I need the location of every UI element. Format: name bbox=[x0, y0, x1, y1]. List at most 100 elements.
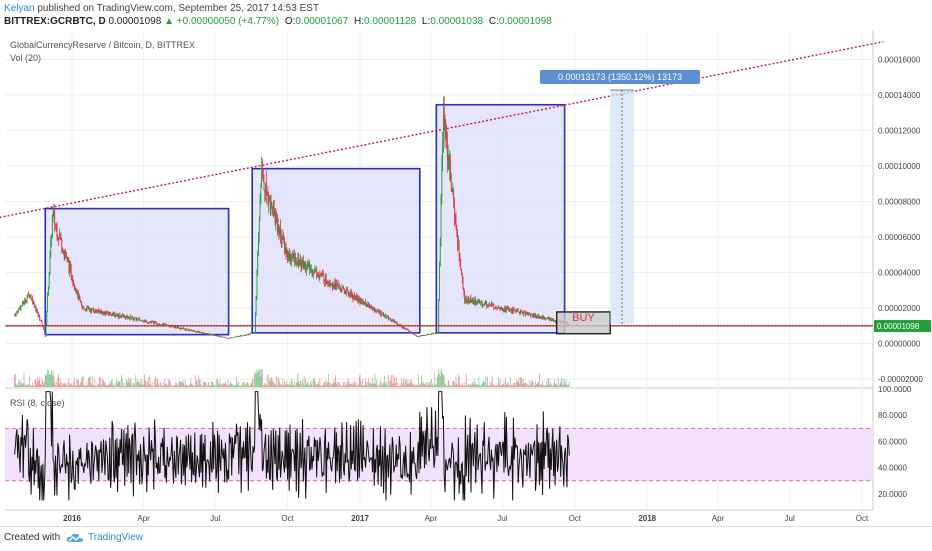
candle-body bbox=[236, 336, 238, 337]
volume-bar bbox=[85, 385, 87, 387]
volume-bar bbox=[561, 378, 562, 387]
candle-body bbox=[408, 330, 410, 332]
candle-body bbox=[474, 299, 476, 303]
chart-area[interactable]: 0.00016000 0.00014000 0.00012000 0.00010000… bbox=[0, 0, 932, 526]
candle-body bbox=[293, 255, 295, 259]
candle-body bbox=[59, 236, 60, 240]
candle-body bbox=[38, 315, 40, 317]
x-tick-label: Jul bbox=[497, 514, 507, 523]
candle-body bbox=[243, 335, 245, 336]
candle-body bbox=[134, 318, 136, 320]
volume-bar bbox=[194, 385, 196, 387]
volume-bar bbox=[94, 379, 96, 387]
candle-body bbox=[518, 311, 520, 313]
volume-bar bbox=[498, 383, 500, 387]
volume-bar bbox=[307, 383, 309, 387]
candle-body bbox=[116, 314, 118, 316]
candle-body bbox=[137, 318, 139, 320]
y-tick-label: 0.00012000 bbox=[878, 126, 921, 135]
candle-body bbox=[112, 312, 114, 315]
volume-bar bbox=[352, 381, 354, 387]
volume-bar bbox=[209, 385, 211, 387]
candle-body bbox=[365, 301, 366, 305]
volume-bar bbox=[338, 381, 340, 387]
symbol-line: BITTREX:GCRBTC, D 0.00001098 ▲ +0.000000… bbox=[4, 16, 552, 27]
volume-bar bbox=[432, 385, 434, 387]
volume-bar bbox=[314, 381, 316, 387]
footer: Created with TradingView bbox=[0, 526, 932, 551]
volume-bar bbox=[558, 385, 560, 387]
candle-body bbox=[297, 257, 299, 264]
tradingview-link[interactable]: TradingView bbox=[88, 532, 144, 543]
volume-bar bbox=[555, 384, 557, 387]
candle-body bbox=[259, 200, 261, 220]
volume-bar bbox=[169, 381, 171, 387]
candle-body bbox=[199, 332, 201, 333]
candle-body bbox=[144, 320, 146, 322]
volume-bar bbox=[431, 378, 433, 387]
candle-body bbox=[277, 227, 279, 232]
volume-bar bbox=[20, 384, 22, 387]
volume-bar bbox=[551, 385, 553, 387]
candle-body bbox=[433, 333, 435, 335]
candle-body bbox=[16, 311, 18, 313]
volume-bar bbox=[281, 385, 283, 387]
candle-body bbox=[155, 322, 157, 325]
volume-bar bbox=[350, 383, 352, 387]
volume-bar bbox=[347, 378, 349, 387]
candle-body bbox=[442, 143, 444, 166]
volume-bar bbox=[256, 373, 258, 387]
volume-bar bbox=[525, 382, 527, 387]
volume-bar bbox=[41, 378, 43, 387]
volume-bar bbox=[422, 381, 424, 387]
candle-body bbox=[310, 268, 312, 270]
candle-body bbox=[264, 190, 266, 193]
volume-bar bbox=[46, 374, 48, 387]
candle-body bbox=[406, 328, 407, 330]
candle-body bbox=[525, 312, 527, 315]
volume-bar bbox=[33, 385, 35, 387]
volume-bar bbox=[220, 384, 222, 387]
volume-bar bbox=[349, 382, 351, 387]
candle-body bbox=[512, 308, 514, 313]
candle-body bbox=[233, 337, 235, 338]
candle-body bbox=[472, 298, 474, 303]
candle-body bbox=[132, 317, 134, 320]
candle-body bbox=[367, 303, 369, 305]
candle-body bbox=[254, 314, 256, 334]
candle-body bbox=[122, 315, 124, 317]
candle-body bbox=[484, 302, 486, 304]
candle-body bbox=[213, 334, 215, 336]
volume-bar bbox=[155, 384, 157, 387]
volume-bar bbox=[378, 383, 380, 387]
candle-body bbox=[454, 200, 455, 217]
candle-body bbox=[49, 255, 51, 274]
candle-body bbox=[276, 217, 277, 223]
author-name[interactable]: Kelyan bbox=[4, 3, 35, 14]
candle-body bbox=[427, 334, 429, 335]
volume-bar bbox=[147, 377, 149, 387]
candle-body bbox=[129, 316, 131, 319]
volume-bar bbox=[122, 385, 124, 387]
candle-body bbox=[227, 338, 229, 339]
candle-body bbox=[455, 217, 457, 229]
volume-bar bbox=[211, 381, 213, 387]
volume-bar bbox=[313, 377, 315, 387]
candle-body bbox=[302, 260, 304, 269]
candle-body bbox=[43, 326, 45, 330]
volume-bar bbox=[505, 378, 506, 387]
candle-body bbox=[207, 333, 209, 335]
volume-bar bbox=[476, 384, 477, 387]
volume-bar bbox=[288, 384, 290, 387]
volume-bar bbox=[263, 385, 265, 387]
candle-body bbox=[529, 313, 531, 316]
volume-bar bbox=[62, 384, 64, 387]
candle-body bbox=[466, 300, 468, 302]
volume-bar bbox=[267, 385, 269, 387]
volume-bar bbox=[418, 385, 420, 387]
volume-bar bbox=[236, 382, 238, 387]
volume-bar bbox=[311, 380, 313, 387]
candle-body bbox=[402, 327, 404, 329]
candle-body bbox=[550, 318, 551, 321]
candle-body bbox=[463, 287, 465, 293]
